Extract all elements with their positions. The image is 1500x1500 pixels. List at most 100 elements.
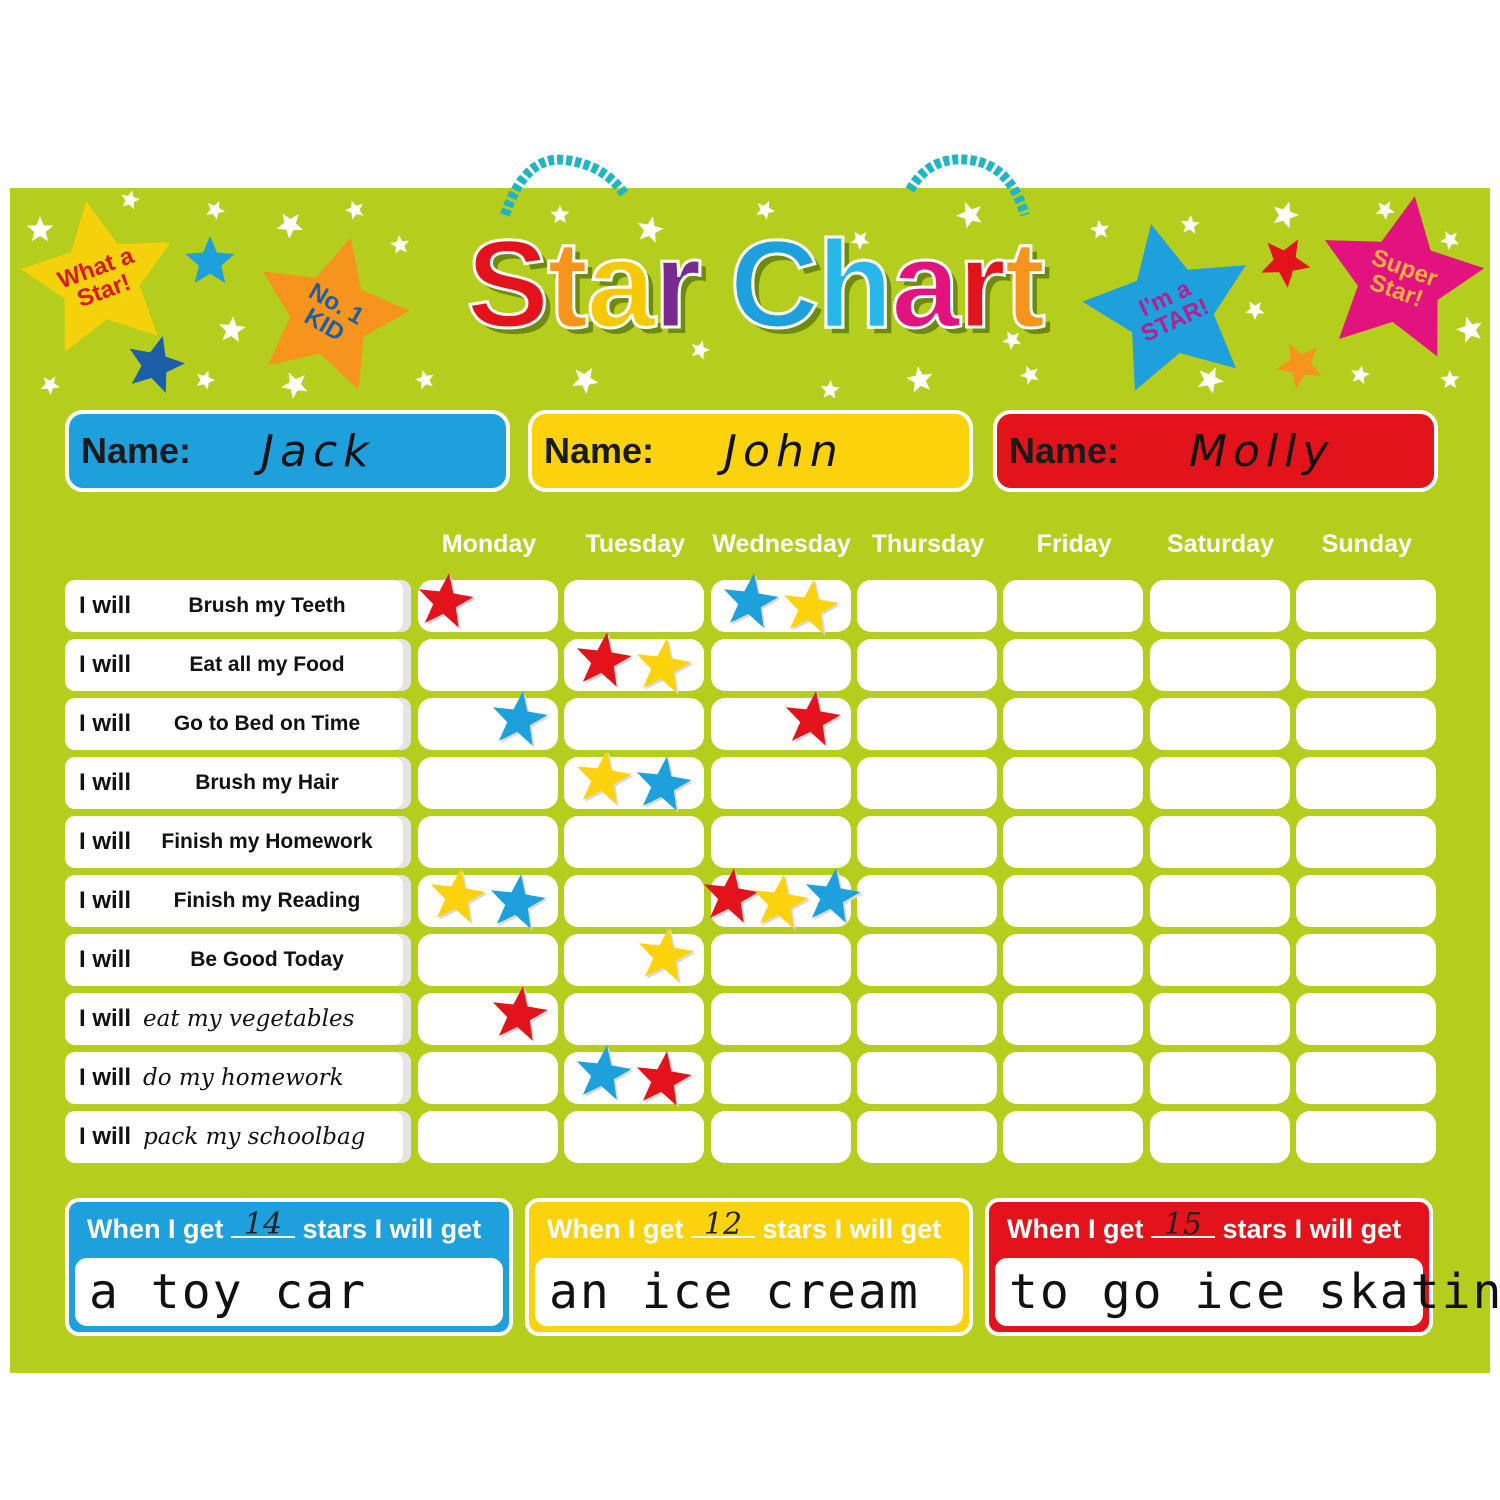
chart-cell[interactable] (1003, 993, 1144, 1045)
chart-cell[interactable] (1003, 698, 1144, 750)
reward-star-count[interactable]: 14 (231, 1210, 296, 1240)
chart-cell[interactable] (1003, 757, 1144, 809)
chart-cell[interactable] (418, 1111, 558, 1163)
chart-cell[interactable] (710, 1111, 851, 1163)
chart-cell[interactable] (1149, 580, 1290, 632)
badge-star-icon (1082, 224, 1246, 391)
star-sticker-yellow[interactable] (779, 576, 841, 638)
chart-cell[interactable] (856, 993, 997, 1045)
chart-cell[interactable] (1295, 698, 1436, 750)
chart-cell[interactable] (710, 816, 851, 868)
chart-cell[interactable] (1003, 934, 1144, 986)
reward-box: When I get 15 stars I will get to go ice… (985, 1198, 1500, 1336)
title-letter: a (585, 216, 657, 354)
chart-cell[interactable] (856, 875, 997, 927)
chart-cell[interactable] (856, 1111, 997, 1163)
star-sticker-red[interactable] (488, 983, 550, 1045)
chart-cell[interactable] (856, 580, 997, 632)
star-sticker-yellow[interactable] (749, 871, 811, 933)
star-sticker-blue[interactable] (719, 570, 781, 632)
task-label: I will Go to Bed on Time (65, 698, 411, 750)
chart-cell[interactable] (1149, 993, 1290, 1045)
reward-line: When I get 14 stars I will get (69, 1202, 509, 1245)
task-prefix: I will (79, 769, 132, 796)
task-label: I will pack my schoolbag (65, 1111, 411, 1163)
name-value[interactable]: Molly (1189, 425, 1335, 477)
chart-cell[interactable] (1003, 816, 1144, 868)
chart-cell[interactable] (1295, 580, 1436, 632)
chart-cell[interactable] (856, 934, 997, 986)
chart-cell[interactable] (418, 1052, 558, 1104)
star-sticker-blue[interactable] (486, 871, 548, 933)
chart-cell[interactable] (418, 639, 558, 691)
chart-cell[interactable] (564, 1111, 705, 1163)
chart-cell[interactable] (710, 993, 851, 1045)
chart-cell[interactable] (856, 816, 997, 868)
chart-cell[interactable] (1149, 757, 1290, 809)
name-value[interactable]: John (724, 425, 844, 477)
chart-cell[interactable] (564, 875, 705, 927)
task-text: do my homework (143, 1065, 344, 1091)
badge-star: I'm a STAR! (1082, 222, 1258, 398)
star-sticker-red[interactable] (632, 1048, 694, 1110)
chart-cell[interactable] (710, 934, 851, 986)
chart-cell[interactable] (1149, 934, 1290, 986)
star-sticker-blue[interactable] (488, 688, 550, 750)
chart-cell[interactable] (1295, 1111, 1436, 1163)
star-sticker-red[interactable] (781, 688, 843, 750)
star-sticker-red[interactable] (699, 865, 761, 927)
chart-cell[interactable] (710, 757, 851, 809)
chart-cell[interactable] (1295, 757, 1436, 809)
star-sticker-red[interactable] (414, 570, 476, 632)
chart-cell[interactable] (1003, 580, 1144, 632)
chart-cell[interactable] (1149, 1052, 1290, 1104)
chart-cell[interactable] (1295, 816, 1436, 868)
star-sticker-blue[interactable] (572, 1042, 634, 1104)
chart-cell[interactable] (1003, 875, 1144, 927)
chart-cell[interactable] (1295, 639, 1436, 691)
reward-prize[interactable]: to go ice skating (995, 1258, 1500, 1326)
chart-cell[interactable] (710, 639, 851, 691)
star-sticker-yellow[interactable] (426, 865, 488, 927)
reward-star-count[interactable]: 15 (1151, 1210, 1216, 1240)
chart-cell[interactable] (564, 698, 705, 750)
chart-cell[interactable] (856, 639, 997, 691)
star-sticker-yellow[interactable] (632, 635, 694, 697)
reward-prize[interactable]: an ice cream (535, 1258, 963, 1326)
star-sticker-blue[interactable] (801, 865, 863, 927)
chart-cell[interactable] (1149, 639, 1290, 691)
chart-cell[interactable] (1003, 639, 1144, 691)
chart-cell[interactable] (1295, 875, 1436, 927)
chart-cell[interactable] (1003, 1111, 1144, 1163)
chart-cell[interactable] (1149, 816, 1290, 868)
star-sticker-yellow[interactable] (634, 924, 696, 986)
task-text: Go to Bed on Time (173, 712, 361, 735)
chart-cell[interactable] (564, 993, 705, 1045)
chart-cell[interactable] (1149, 1111, 1290, 1163)
chart-cell[interactable] (1295, 1052, 1436, 1104)
chart-cell[interactable] (1295, 993, 1436, 1045)
chart-cell[interactable] (564, 580, 705, 632)
name-field[interactable]: Name: Molly (993, 410, 1438, 492)
reward-prize[interactable]: a toy car (75, 1258, 503, 1326)
star-sticker-red[interactable] (572, 629, 634, 691)
star-sticker-yellow[interactable] (572, 747, 634, 809)
chart-cell[interactable] (1149, 698, 1290, 750)
star-sticker-blue[interactable] (632, 753, 694, 815)
chart-cell[interactable] (710, 1052, 851, 1104)
chart-cell[interactable] (1295, 934, 1436, 986)
chart-cell[interactable] (1003, 1052, 1144, 1104)
reward-star-count[interactable]: 12 (691, 1210, 756, 1240)
chart-cell[interactable] (1149, 875, 1290, 927)
chart-cell[interactable] (564, 816, 705, 868)
reward-box: When I get 14 stars I will get a toy car (65, 1198, 513, 1336)
name-field[interactable]: Name: John (528, 410, 973, 492)
chart-cell[interactable] (856, 757, 997, 809)
name-field[interactable]: Name: Jack (65, 410, 510, 492)
chart-cell[interactable] (856, 1052, 997, 1104)
chart-cell[interactable] (418, 934, 558, 986)
chart-cell[interactable] (418, 757, 558, 809)
chart-cell[interactable] (856, 698, 997, 750)
name-value[interactable]: Jack (261, 425, 375, 477)
chart-cell[interactable] (418, 816, 558, 868)
